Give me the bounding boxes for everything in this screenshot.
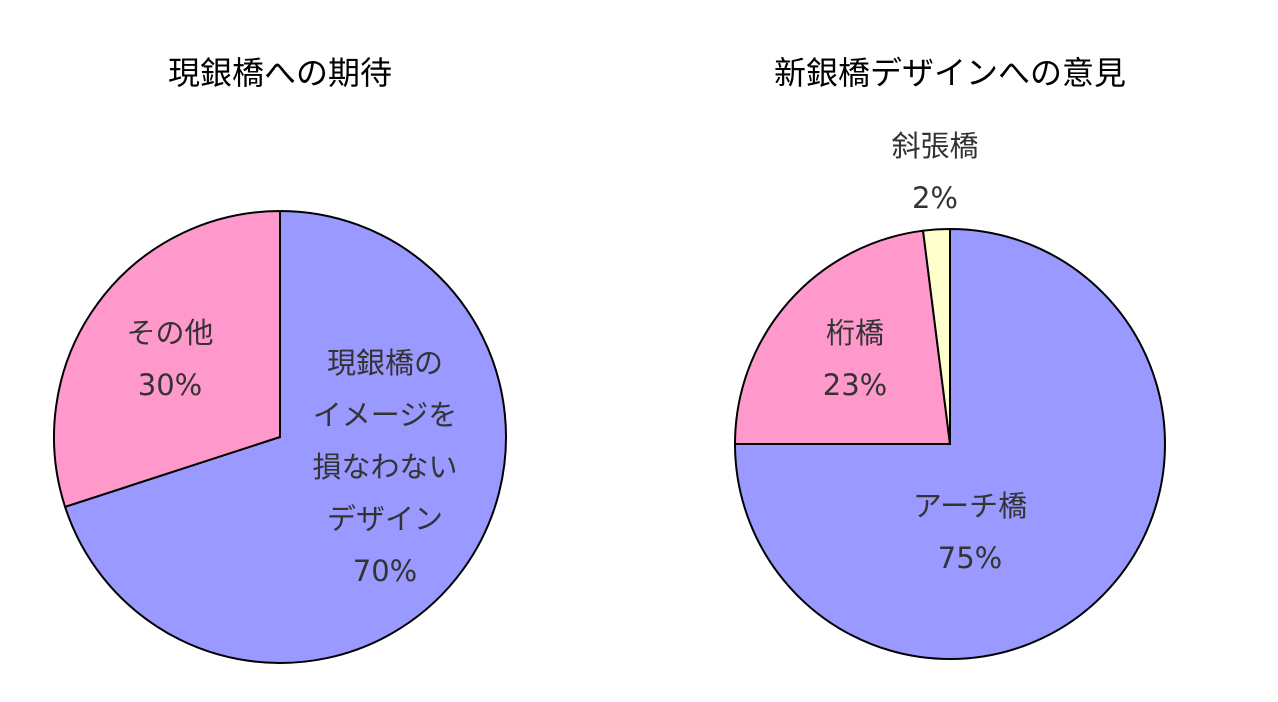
pie-slice	[921, 227, 951, 445]
value-label: 2%	[912, 181, 958, 215]
value-label: 70%	[353, 554, 417, 588]
pie-slice	[63, 209, 507, 664]
slice-label: 桁橋	[826, 316, 884, 350]
chart-title: 新銀橋デザインへの意見	[774, 54, 1126, 92]
slice-label: 斜張橋	[891, 129, 978, 163]
pie-slice	[733, 229, 952, 445]
value-label: 23%	[823, 368, 887, 402]
pie-slice	[733, 227, 1166, 660]
chart-title: 現銀橋への期待	[168, 54, 392, 92]
pie-slice	[53, 209, 281, 509]
slice-label: 現銀橋のイメージを損なわないデザイン	[312, 346, 457, 536]
slice-label: アーチ橋	[913, 489, 1027, 523]
value-label: 75%	[938, 541, 1002, 575]
value-label: 30%	[138, 368, 202, 402]
slice-label: その他	[126, 316, 213, 350]
